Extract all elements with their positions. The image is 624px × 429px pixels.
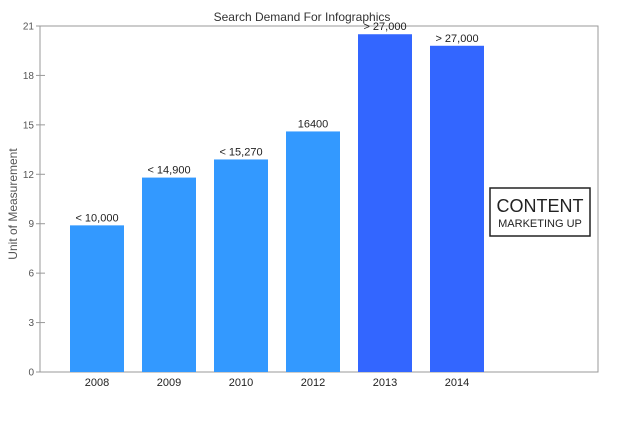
data-labels-group: < 10,000 < 14,900 < 15,270 16400 > 27,000 > 2… xyxy=(75,21,478,224)
bar-2009 xyxy=(142,177,196,372)
bar-2010 xyxy=(214,159,268,372)
badge-line-2: MARKETING UP xyxy=(498,218,582,230)
bar-2013 xyxy=(358,34,412,372)
y-tick-label: 21 xyxy=(23,22,35,33)
x-axis: 2008 2009 2010 2012 2013 2014 xyxy=(85,377,469,389)
y-tick-label: 15 xyxy=(23,120,35,131)
y-tick-label: 12 xyxy=(23,170,35,181)
y-tick-label: 9 xyxy=(28,219,34,230)
bar-2008 xyxy=(70,225,124,372)
y-axis-label: Unit of Measurement xyxy=(6,148,20,260)
data-label-2010: < 15,270 xyxy=(219,146,262,158)
badge-line-1: CONTENT xyxy=(497,196,584,216)
data-label-2008: < 10,000 xyxy=(75,212,118,224)
x-tick-label-2013: 2013 xyxy=(373,377,397,389)
badge-frame xyxy=(489,187,591,237)
x-tick-label-2010: 2010 xyxy=(229,377,253,389)
x-tick-label-2014: 2014 xyxy=(445,377,469,389)
bar-2012 xyxy=(286,131,340,372)
y-tick-label: 0 xyxy=(28,368,34,379)
data-label-2014: > 27,000 xyxy=(435,33,478,45)
data-label-2012: 16400 xyxy=(298,118,329,130)
content-marketing-badge: CONTENT MARKETING UP xyxy=(489,187,591,237)
chart-title: Search Demand For Infographics xyxy=(214,10,391,24)
x-tick-label-2008: 2008 xyxy=(85,377,109,389)
x-tick-label-2009: 2009 xyxy=(157,377,181,389)
y-axis: 0 3 6 9 12 15 18 21 xyxy=(23,22,45,379)
data-label-2013: > 27,000 xyxy=(363,21,406,33)
x-tick-label-2012: 2012 xyxy=(301,377,325,389)
data-label-2009: < 14,900 xyxy=(147,165,190,177)
y-tick-label: 3 xyxy=(28,318,34,329)
y-tick-label: 18 xyxy=(23,71,35,82)
bar-2014 xyxy=(430,45,484,373)
y-tick-label: 6 xyxy=(28,269,34,280)
bars-group xyxy=(70,34,484,373)
